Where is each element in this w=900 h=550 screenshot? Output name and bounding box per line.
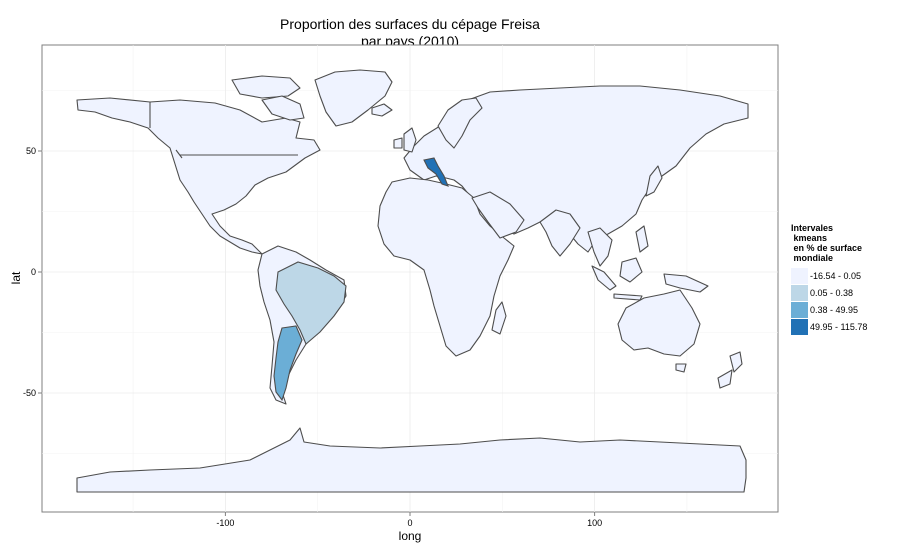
new-zealand-north bbox=[729, 351, 743, 373]
legend-item: 0.05 - 0.38 bbox=[791, 284, 900, 301]
legend-item-label: 0.05 - 0.38 bbox=[810, 287, 854, 298]
y-tick-label: 0 bbox=[31, 267, 36, 277]
legend-title-line3: en % de surface bbox=[791, 243, 863, 253]
legend-item-label: -16.54 - 0.05 bbox=[810, 270, 862, 281]
greenland bbox=[314, 69, 393, 127]
x-axis-label: long bbox=[399, 529, 422, 543]
ireland bbox=[393, 137, 403, 149]
tasmania bbox=[675, 363, 687, 373]
legend-item: 49.95 - 115.78 bbox=[791, 318, 900, 335]
legend-item: -16.54 - 0.05 bbox=[791, 267, 900, 284]
legend-title-line1: Intervales bbox=[791, 223, 834, 233]
philippines bbox=[635, 225, 649, 253]
chart-title-line1: Proportion des surfaces du cépage Freisa bbox=[280, 16, 540, 32]
y-axis-label: lat bbox=[9, 271, 23, 284]
antarctica bbox=[76, 427, 747, 493]
legend: Intervales kmeans en % de surface mondia… bbox=[791, 223, 900, 335]
borneo bbox=[619, 257, 643, 283]
x-tick-label: 0 bbox=[407, 518, 412, 528]
legend-title: Intervales kmeans en % de surface mondia… bbox=[791, 223, 900, 263]
new-zealand-south bbox=[717, 369, 733, 389]
indian-subcontinent bbox=[539, 209, 581, 257]
canadian-arctic-islands bbox=[231, 75, 301, 99]
legend-swatch bbox=[791, 301, 808, 318]
x-tick-label: -100 bbox=[216, 518, 234, 528]
legend-swatch bbox=[791, 267, 808, 284]
legend-items: -16.54 - 0.05 0.05 - 0.38 0.38 - 49.95 4… bbox=[791, 267, 900, 335]
us-canada-border bbox=[149, 102, 298, 159]
madagascar bbox=[491, 301, 507, 335]
legend-title-line2: kmeans bbox=[791, 233, 828, 243]
legend-swatch bbox=[791, 284, 808, 301]
sumatra bbox=[591, 265, 617, 291]
y-axis-ticks: 50 0 -50 bbox=[23, 146, 42, 398]
great-britain bbox=[403, 127, 417, 153]
argentina bbox=[273, 325, 303, 402]
southeast-asia bbox=[587, 227, 613, 267]
y-tick-label: 50 bbox=[26, 146, 36, 156]
baffin-island bbox=[261, 95, 305, 121]
iceland bbox=[371, 103, 393, 117]
scandinavia bbox=[437, 97, 483, 149]
x-tick-label: 100 bbox=[587, 518, 602, 528]
japan bbox=[645, 165, 663, 197]
legend-item: 0.38 - 49.95 bbox=[791, 301, 900, 318]
land-masses bbox=[76, 69, 749, 493]
arabian-peninsula bbox=[471, 191, 525, 239]
new-guinea bbox=[663, 273, 709, 293]
legend-item-label: 49.95 - 115.78 bbox=[810, 321, 868, 332]
legend-title-line4: mondiale bbox=[791, 253, 834, 263]
africa bbox=[377, 177, 515, 357]
brazil bbox=[275, 261, 347, 345]
y-tick-label: -50 bbox=[23, 388, 36, 398]
legend-swatch bbox=[791, 318, 808, 335]
x-axis-ticks: -100 0 100 bbox=[216, 512, 602, 528]
legend-item-label: 0.38 - 49.95 bbox=[810, 304, 859, 315]
australia bbox=[617, 289, 701, 357]
italy bbox=[423, 157, 449, 187]
